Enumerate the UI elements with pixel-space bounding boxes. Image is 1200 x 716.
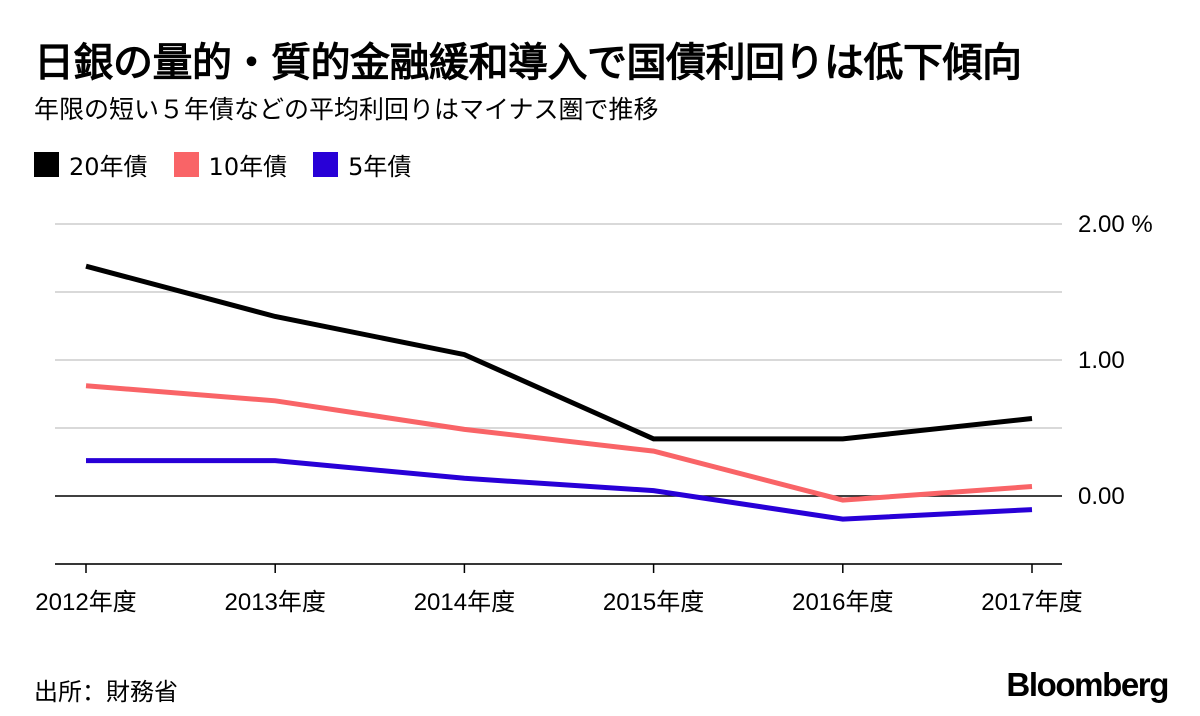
x-tick-label-1: 2013年度: [225, 589, 326, 616]
y-tick-label-0: 2.00 %: [1078, 211, 1153, 238]
legend-item-5y: 5年債: [313, 147, 411, 182]
legend-label-5y: 5年債: [348, 153, 412, 181]
bloomberg-logo: Bloomberg: [1006, 666, 1169, 703]
x-tick-label-0: 2012年度: [35, 589, 136, 616]
x-tick-label-2: 2014年度: [414, 589, 515, 616]
legend-label-20y: 20年債: [69, 153, 148, 181]
series-line-0: [85, 263, 1033, 442]
legend-swatch-10y: [173, 152, 199, 177]
y-tick-label-1: 1.00: [1078, 347, 1125, 374]
x-tick-label-3: 2015年度: [603, 589, 704, 616]
x-tick-label-4: 2016年度: [792, 589, 893, 616]
chart-title: 日銀の量的・質的金融緩和導入で国債利回りは低下傾向: [34, 40, 1022, 86]
legend-swatch-5y: [313, 152, 339, 177]
legend-item-20y: 20年債: [34, 147, 148, 182]
legend: 20年債 10年債 5年債: [34, 147, 437, 182]
legend-label-10y: 10年債: [208, 153, 288, 181]
x-tick-label-5: 2017年度: [981, 589, 1082, 616]
chart-subtitle: 年限の短い５年債などの平均利回りはマイナス圏で推移: [34, 95, 659, 124]
series-line-2: [86, 458, 1033, 522]
y-tick-label-2: 0.00: [1078, 483, 1125, 510]
legend-item-10y: 10年債: [173, 147, 288, 182]
series-line-1: [85, 383, 1033, 503]
legend-swatch-20y: [34, 152, 59, 177]
source-note: 出所：財務省: [34, 678, 178, 706]
